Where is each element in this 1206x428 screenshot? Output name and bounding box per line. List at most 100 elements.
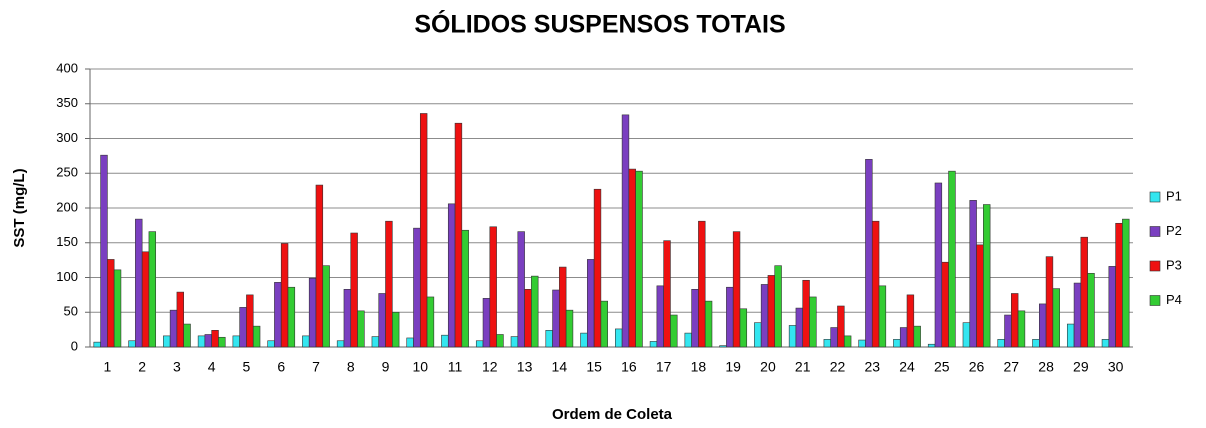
bar [447,203,456,348]
bar [941,261,949,348]
bar [211,330,219,348]
bar [204,334,212,348]
x-tick-label: 29 [1073,359,1089,375]
bar [691,289,699,348]
bar [878,285,887,348]
bar [649,341,658,348]
bar [698,220,706,348]
bar [621,114,630,348]
bar [767,275,776,348]
bar [552,289,560,348]
bar [1011,293,1019,348]
bar [1039,303,1047,348]
bar [93,341,101,348]
bar [517,231,525,348]
legend-label: P3 [1166,257,1182,272]
bar [843,335,852,348]
bar [343,289,352,348]
bar [893,339,901,348]
bar [545,330,553,348]
bar [760,284,769,348]
bar [615,328,623,348]
x-tick-label: 9 [382,359,390,375]
legend-label: P1 [1166,188,1182,203]
x-tick-label: 10 [412,359,428,375]
bar [232,335,240,348]
bar [754,322,762,348]
x-tick-label: 16 [621,359,637,375]
bar [774,265,782,348]
bar [663,240,671,348]
bar [524,289,532,348]
bar [302,335,310,348]
bar [732,231,741,348]
bar [274,282,282,348]
x-tick-label: 14 [552,359,568,375]
legend-swatch [1149,260,1161,272]
x-tick-label: 26 [969,359,985,375]
legend-label: P4 [1166,292,1182,307]
x-tick-label: 22 [830,359,846,375]
bar [350,232,358,348]
legend-label: P2 [1166,223,1182,238]
bar [739,308,748,348]
bar [913,325,921,348]
bar [969,200,977,348]
bar [531,275,539,348]
x-tick-label: 3 [173,359,181,375]
y-axis-title: SST (mg/L) [11,168,28,247]
x-tick-label: 21 [795,359,811,375]
bar [391,311,400,348]
bar [163,335,171,348]
bar [482,298,491,348]
bar [454,122,463,348]
bar [858,339,866,348]
bar [1045,256,1054,348]
bar [823,339,832,348]
bar [934,182,943,348]
bar [1122,218,1130,348]
x-axis-title: Ordem de Coleta [552,406,673,423]
bar [135,218,143,348]
y-tick-label: 350 [56,95,78,110]
bar [371,336,380,348]
bar [1108,266,1116,348]
bar [441,334,449,348]
y-tick-label: 150 [56,234,78,249]
bar [587,259,595,348]
bar [218,336,226,348]
x-tick-label: 19 [725,359,741,375]
chart-title: SÓLIDOS SUSPENSOS TOTAIS [414,9,785,39]
bar [141,251,150,348]
bar [600,300,608,348]
bar [1004,314,1012,348]
bar [704,300,713,348]
x-tick-label: 15 [586,359,602,375]
bar [267,340,275,348]
bar [962,322,971,348]
y-tick-label: 250 [56,165,78,180]
x-tick-label: 7 [312,359,320,375]
bar [496,334,504,348]
bar [670,314,678,348]
bar [385,220,393,348]
bar [927,343,936,348]
bar [795,307,804,348]
y-tick-label: 0 [71,338,78,353]
bar [684,332,692,348]
bar [635,170,643,348]
bar [287,286,296,348]
x-tick-label: 11 [448,359,463,375]
x-tick-label: 18 [691,359,707,375]
bar [580,332,588,348]
bar [1066,323,1075,348]
legend-swatch [1149,295,1161,306]
x-tick-label: 1 [103,359,111,375]
bar [802,279,810,348]
bar [510,336,519,348]
x-tick-label: 27 [1004,359,1020,375]
bar [997,339,1005,348]
bar [183,323,191,348]
x-tick-label: 20 [760,359,776,375]
bar [461,229,469,348]
